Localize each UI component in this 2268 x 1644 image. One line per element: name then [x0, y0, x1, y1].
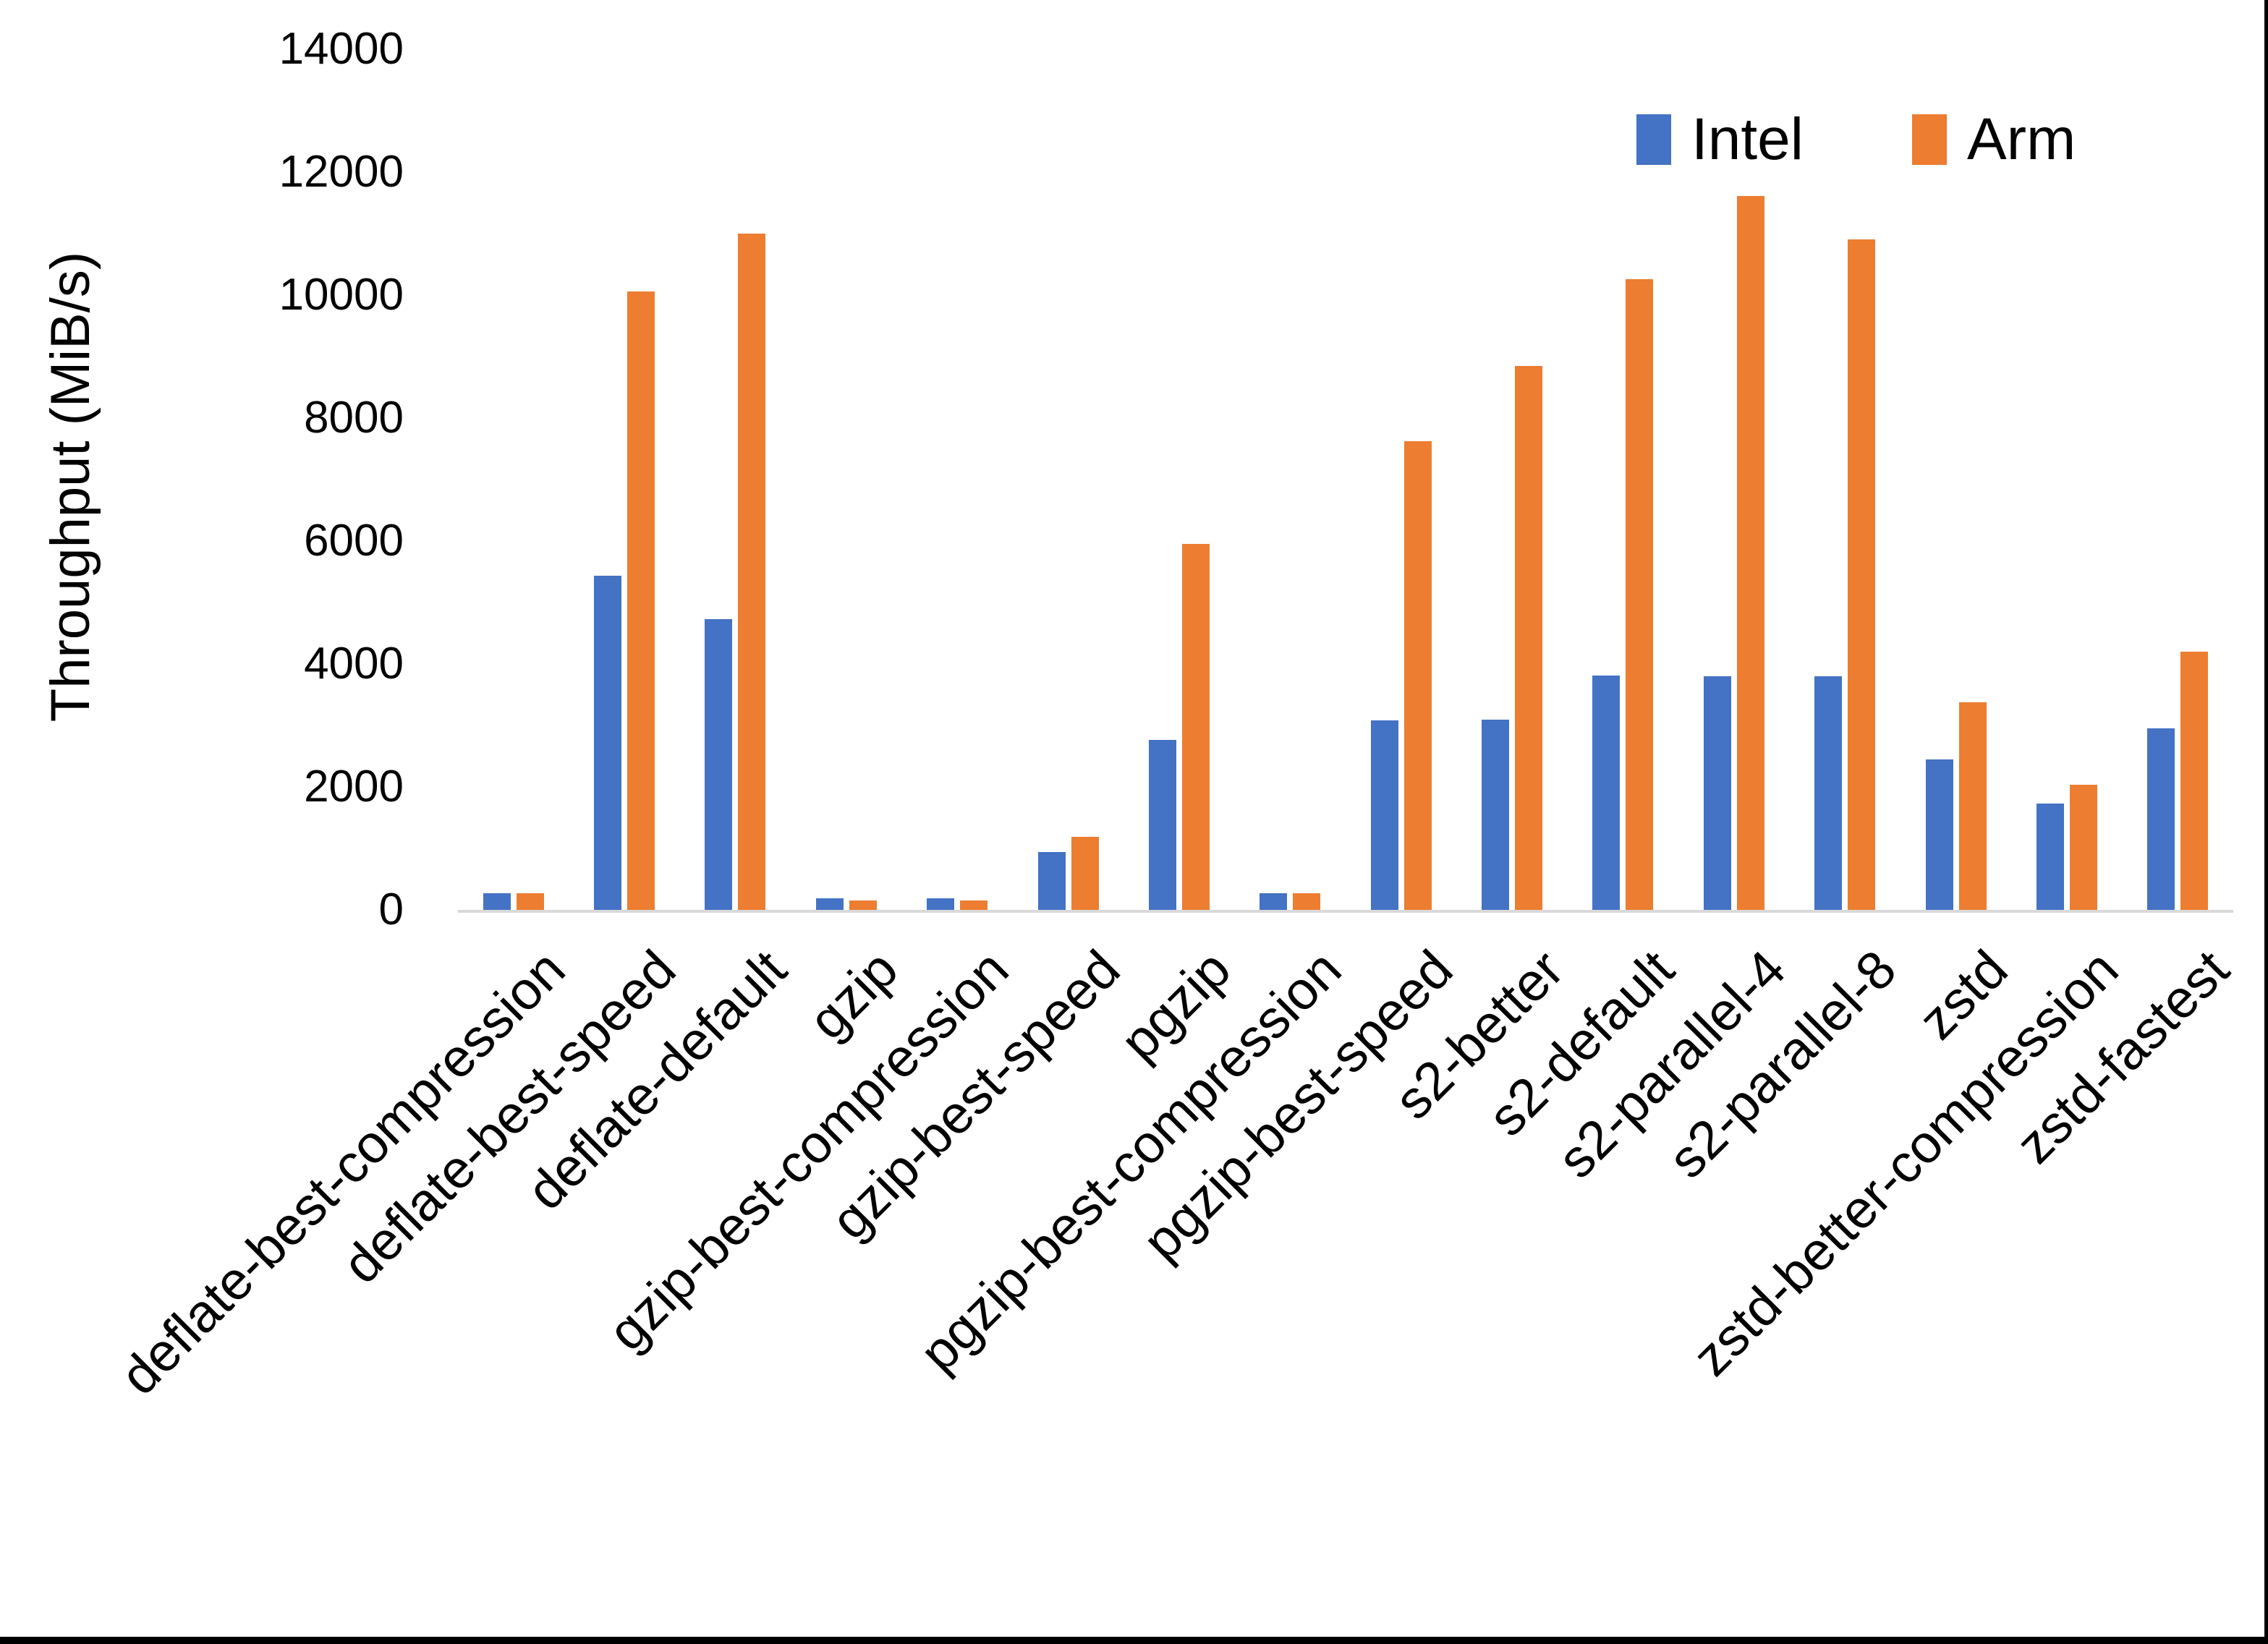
legend-item-arm: Arm — [1912, 107, 2076, 172]
bar-group-s2-parallel-4 — [1678, 49, 1789, 910]
y-tick-label: 2000 — [304, 762, 404, 812]
bar-group-zstd — [1900, 49, 2011, 910]
bar-group-pgzip — [1124, 49, 1234, 910]
bar-arm-deflate-best-compression — [516, 893, 544, 910]
bar-group-deflate-default — [680, 49, 791, 910]
y-tick-label: 10000 — [279, 270, 404, 320]
bar-arm-zstd-better-compression — [2069, 785, 2097, 910]
y-tick-label: 8000 — [304, 393, 404, 443]
bar-intel-s2-better — [1482, 720, 1510, 910]
bar-intel-zstd-better-compression — [2036, 804, 2064, 910]
bar-intel-zstd — [1925, 759, 1953, 910]
bar-arm-gzip-best-speed — [1071, 837, 1099, 910]
legend-label-arm: Arm — [1967, 106, 2076, 172]
y-tick-label: 6000 — [304, 516, 404, 566]
bar-group-gzip — [791, 49, 901, 910]
bar-intel-zstd-fastest — [2147, 728, 2175, 910]
bar-intel-deflate-best-compression — [483, 893, 511, 910]
y-tick-label: 12000 — [279, 147, 404, 197]
bar-group-zstd-fastest — [2123, 49, 2233, 910]
bar-group-gzip-best-compression — [902, 49, 1013, 910]
y-tick-label: 4000 — [304, 639, 404, 689]
bar-intel-gzip-best-speed — [1037, 852, 1066, 910]
bar-intel-gzip — [815, 898, 844, 910]
bar-arm-s2-better — [1515, 366, 1543, 910]
x-axis-line — [458, 910, 2233, 913]
bar-group-deflate-best-speed — [569, 49, 679, 910]
bar-arm-s2-default — [1626, 279, 1654, 910]
bar-intel-deflate-default — [705, 619, 733, 910]
bar-intel-pgzip — [1148, 740, 1176, 910]
bar-arm-deflate-default — [738, 234, 766, 910]
legend-swatch-intel — [1636, 114, 1671, 165]
bar-group-s2-parallel-8 — [1790, 49, 1900, 910]
bar-arm-s2-parallel-8 — [1848, 239, 1876, 910]
legend: Intel Arm — [1636, 107, 2076, 172]
screenshot-bottom-border — [0, 1637, 2268, 1644]
legend-label-intel: Intel — [1691, 106, 1804, 172]
bar-arm-deflate-best-speed — [627, 291, 655, 910]
plot-area — [458, 49, 2233, 910]
bar-intel-s2-parallel-8 — [1814, 676, 1843, 910]
legend-swatch-arm — [1912, 114, 1947, 165]
legend-item-intel: Intel — [1636, 107, 1804, 172]
bar-arm-pgzip-best-speed — [1403, 441, 1432, 910]
bar-arm-gzip — [849, 900, 877, 910]
bar-group-pgzip-best-compression — [1235, 49, 1346, 910]
y-tick-label: 0 — [378, 885, 404, 934]
bar-group-s2-default — [1568, 49, 1678, 910]
bar-arm-pgzip — [1181, 544, 1210, 910]
bar-arm-s2-parallel-4 — [1736, 196, 1764, 910]
bar-intel-s2-parallel-4 — [1703, 676, 1731, 910]
bar-group-zstd-better-compression — [2011, 49, 2122, 910]
bar-intel-deflate-best-speed — [594, 576, 622, 910]
bar-intel-pgzip-best-compression — [1260, 893, 1288, 910]
bar-arm-zstd-fastest — [2180, 652, 2209, 910]
bar-group-deflate-best-compression — [458, 49, 569, 910]
bar-group-s2-better — [1456, 49, 1567, 910]
screenshot-right-border — [2264, 0, 2268, 1644]
bar-intel-pgzip-best-speed — [1370, 720, 1398, 910]
bar-group-pgzip-best-speed — [1346, 49, 1456, 910]
bar-group-gzip-best-speed — [1013, 49, 1124, 910]
bar-arm-pgzip-best-compression — [1293, 893, 1321, 910]
bar-arm-gzip-best-compression — [960, 900, 988, 910]
bar-arm-zstd — [1958, 702, 1987, 910]
bar-intel-gzip-best-compression — [927, 898, 955, 910]
y-axis-title: Throughput (MiB/s) — [40, 251, 101, 723]
bar-intel-s2-default — [1592, 676, 1621, 910]
y-tick-label: 14000 — [279, 24, 404, 74]
